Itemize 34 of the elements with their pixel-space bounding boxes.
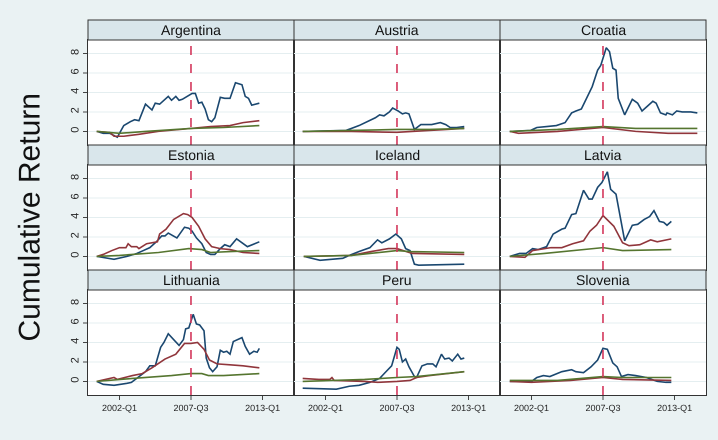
y-tick-label: 2 [70,357,82,364]
x-tick-label: 2007-Q3 [585,402,620,413]
y-tick-label: 8 [70,48,82,56]
y-axis-title: Cumulative Return [14,93,46,342]
y-tick-label: 4 [70,338,82,344]
chart-title: Latvia [584,147,622,163]
y-tick-label: 0 [70,376,82,383]
y-tick-label: 6 [70,68,82,74]
y-tick-label: 2 [70,232,82,238]
y-tick-label: 8 [70,298,82,306]
x-tick-label: 2002-Q1 [102,402,138,413]
chart-title: Slovenia [576,272,630,288]
x-tick-label: 2007-Q3 [379,402,414,413]
x-tick-label: 2013-Q1 [657,402,692,413]
chart-title: Estonia [168,147,215,163]
y-tick-label: 0 [70,252,82,258]
y-tick-label: 6 [70,193,82,200]
y-tick-label: 8 [70,174,82,180]
chart-title: Iceland [375,147,420,163]
chart-title: Austria [375,22,419,38]
chart-title: Croatia [581,22,626,38]
x-tick-label: 2013-Q1 [451,402,486,413]
y-tick-label: 4 [70,212,82,219]
chart-title: Peru [382,272,412,288]
y-tick-label: 6 [70,318,82,324]
y-tick-label: 0 [70,126,82,133]
chart-title: Lithuania [163,272,220,288]
x-tick-label: 2002-Q1 [308,402,344,413]
x-tick-label: 2002-Q1 [514,402,550,413]
chart-title: Argentina [161,22,222,38]
x-tick-label: 2007-Q3 [173,402,208,413]
y-tick-label: 4 [70,88,82,94]
y-tick-label: 2 [70,107,82,114]
x-tick-label: 2013-Q1 [245,402,280,413]
